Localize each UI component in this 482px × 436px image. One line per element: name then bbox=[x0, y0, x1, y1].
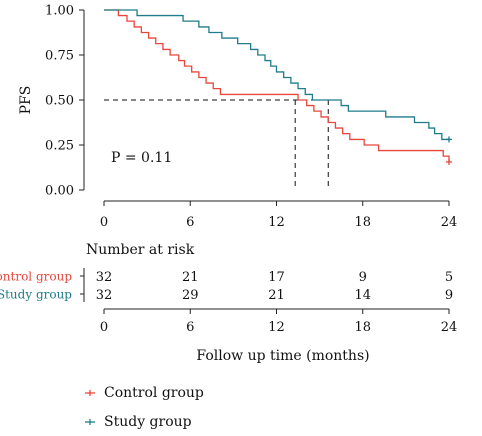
y-tick-label: 0.00 bbox=[45, 184, 74, 199]
control-group-risk-value: 17 bbox=[268, 270, 285, 285]
y-axis-ticks: 0.00 0.25 0.50 0.75 1.00 bbox=[45, 4, 84, 199]
x-tick-label: 24 bbox=[441, 215, 458, 230]
survival-curves bbox=[104, 9, 452, 165]
control-group-risk-value: 5 bbox=[445, 270, 453, 285]
y-tick-label: 0.50 bbox=[45, 94, 74, 109]
risk-table-rows: Control group 32 21 17 9 5 Study group 32 29 21 14… bbox=[0, 270, 453, 304]
x-tick-label: 6 bbox=[186, 215, 194, 230]
y-tick-label: 0.25 bbox=[45, 139, 74, 154]
control-group-curve bbox=[104, 9, 450, 162]
risk-x-tick-label: 24 bbox=[441, 320, 458, 335]
study-group-risk-value: 9 bbox=[445, 288, 453, 303]
study-group-risk-label: Study group bbox=[0, 288, 72, 302]
x-axis-label: Follow up time (months) bbox=[196, 348, 369, 364]
x-tick-label: 18 bbox=[354, 215, 371, 230]
study-group-risk-value: 14 bbox=[354, 288, 371, 303]
control-group-risk-value: 21 bbox=[182, 270, 199, 285]
control-group-risk-value: 9 bbox=[359, 270, 367, 285]
y-tick-label: 1.00 bbox=[45, 4, 74, 19]
risk-x-tick-label: 18 bbox=[354, 320, 371, 335]
x-tick-label: 0 bbox=[100, 215, 108, 230]
x-axis-ticks: 0 6 12 18 24 bbox=[100, 201, 457, 230]
risk-table: Number at risk Control group 32 21 17 9 5 Stud… bbox=[0, 242, 457, 364]
control-group-risk-label: Control group bbox=[0, 270, 72, 284]
median-lines bbox=[104, 99, 329, 187]
risk-x-tick-label: 6 bbox=[186, 320, 194, 335]
legend: Control group Study group bbox=[85, 385, 204, 430]
risk-table-title: Number at risk bbox=[86, 242, 195, 258]
study-group-risk-value: 21 bbox=[268, 288, 285, 303]
risk-table-x-ticks: 0 6 12 18 24 bbox=[100, 308, 458, 335]
y-axis-label: PFS bbox=[18, 86, 34, 115]
study-group-risk-value: 29 bbox=[182, 288, 199, 303]
risk-x-tick-label: 12 bbox=[268, 320, 285, 335]
p-value-annotation: P = 0.11 bbox=[111, 150, 172, 166]
study-group-risk-value: 32 bbox=[96, 288, 113, 303]
plot-area: 0.00 0.25 0.50 0.75 1.00 0 6 12 18 24 PFS P = 0.… bbox=[18, 4, 457, 231]
risk-x-tick-label: 0 bbox=[100, 320, 108, 335]
study-group-curve bbox=[104, 9, 449, 141]
control-group-legend-label: Control group bbox=[104, 385, 204, 401]
y-tick-label: 0.75 bbox=[45, 49, 74, 64]
x-tick-label: 12 bbox=[268, 215, 285, 230]
control-group-risk-value: 32 bbox=[96, 270, 113, 285]
study-group-legend-label: Study group bbox=[104, 414, 192, 430]
